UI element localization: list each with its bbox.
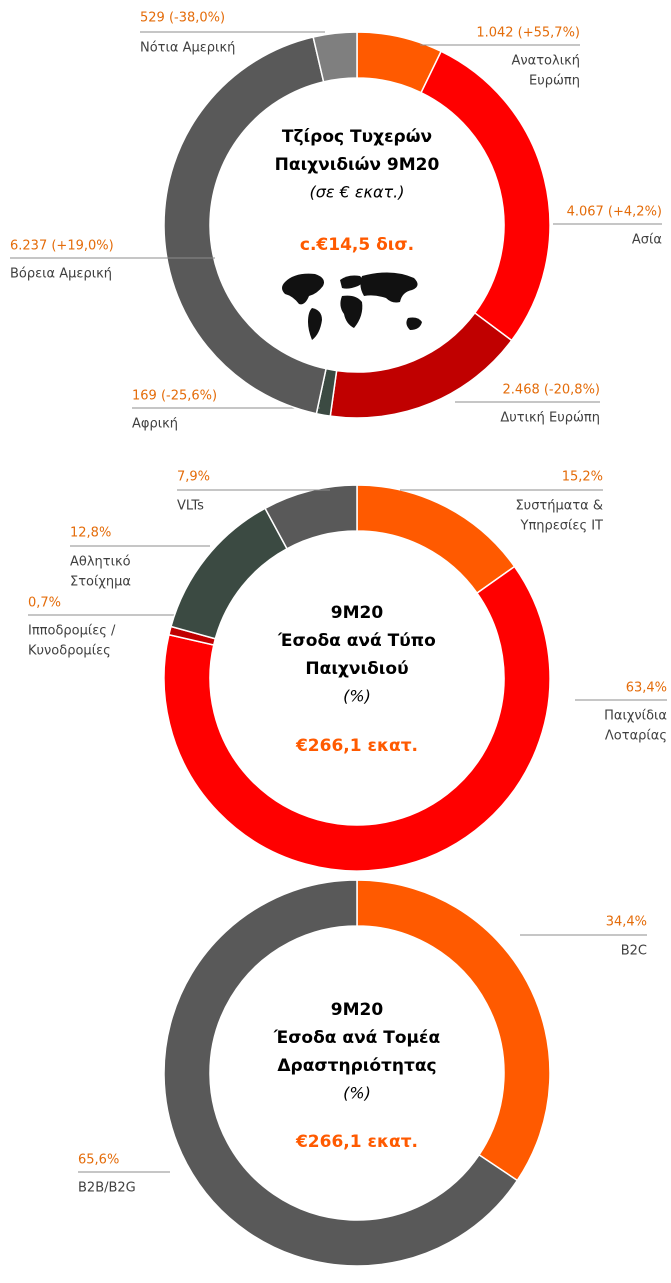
category-label: Βόρεια Αμερική (10, 267, 112, 282)
chart-title: 9M20 (331, 603, 384, 623)
chart-subtitle: (%) (343, 1084, 371, 1103)
chart-total: €266,1 εκατ. (295, 736, 418, 756)
chart-total: c.€14,5 δισ. (300, 235, 414, 255)
category-label: Ανατολική (512, 54, 581, 69)
chart-subtitle: (%) (343, 687, 371, 706)
donut-slice (163, 879, 519, 1267)
value-label: 65,6% (78, 1153, 119, 1168)
category-label: Λοταρίας (605, 729, 667, 744)
chart-subtitle: (σε € εκατ.) (310, 183, 405, 202)
category-label: Νότια Αμερική (140, 41, 235, 56)
chart-title: Έσοδα ανά Τομέα (273, 1028, 440, 1048)
chart-title: Έσοδα ανά Τύπο (277, 631, 436, 651)
donut-slice (420, 50, 551, 342)
category-label: Υπηρεσίες IT (520, 519, 604, 534)
donut-slice (264, 484, 358, 550)
value-label: 6.237 (+19,0%) (10, 239, 114, 254)
category-label: B2B/B2G (78, 1181, 136, 1196)
chart-title: Παιχνιδιών 9M20 (275, 155, 440, 175)
value-label: 2.468 (-20,8%) (503, 383, 600, 398)
value-label: 63,4% (626, 681, 667, 696)
category-label: VLTs (177, 499, 204, 514)
donut-slice (163, 565, 551, 872)
donut-slice (356, 879, 551, 1182)
chart-title: Παιχνιδιού (305, 659, 408, 679)
value-label: 1.042 (+55,7%) (476, 26, 580, 41)
category-label: Ασία (632, 233, 662, 248)
category-label: Δυτική Ευρώπη (500, 411, 600, 426)
value-label: 34,4% (606, 915, 647, 930)
value-label: 169 (-25,6%) (132, 389, 217, 404)
donut-slice (163, 36, 327, 415)
chart-title: Δραστηριότητας (277, 1056, 436, 1076)
donut-slice (356, 484, 516, 595)
chart-title: Τζίρος Τυχερών (282, 127, 432, 147)
value-label: 4.067 (+4,2%) (567, 205, 662, 220)
category-label: Στοίχημα (70, 575, 131, 590)
value-label: 529 (-38,0%) (140, 11, 225, 26)
donut-slice (170, 507, 289, 640)
category-label: Ευρώπη (529, 74, 580, 89)
category-label: Αφρική (132, 417, 178, 432)
value-label: 12,8% (70, 526, 111, 541)
category-label: Αθλητικό (70, 555, 131, 570)
value-label: 7,9% (177, 470, 210, 485)
donut-slice (312, 31, 358, 83)
category-label: B2C (621, 944, 647, 959)
category-label: Κυνοδρομίες (28, 644, 111, 659)
category-label: Παιχνίδια (604, 709, 667, 724)
chart-total: €266,1 εκατ. (295, 1132, 418, 1152)
category-label: Ιπποδρομίες / (28, 624, 116, 639)
chart-title: 9M20 (331, 1000, 384, 1020)
value-label: 15,2% (562, 470, 603, 485)
world-map-icon (282, 272, 422, 340)
category-label: Συστήματα & (515, 499, 603, 514)
value-label: 0,7% (28, 596, 61, 611)
